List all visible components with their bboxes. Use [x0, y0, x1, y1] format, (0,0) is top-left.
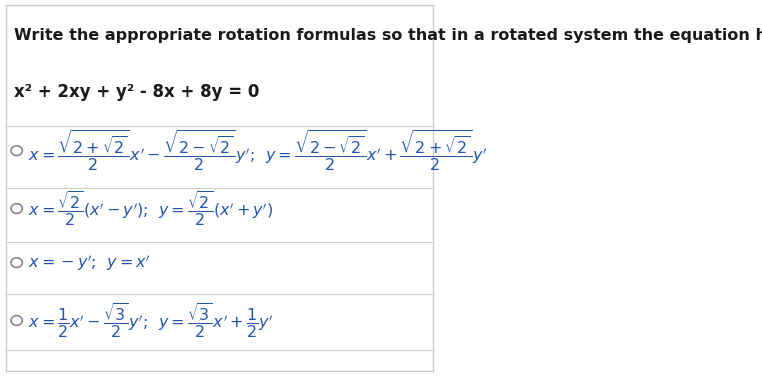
Text: $x = \dfrac{1}{2}x' - \dfrac{\sqrt{3}}{2}y'$;  $y = \dfrac{\sqrt{3}}{2}x' + \dfr: $x = \dfrac{1}{2}x' - \dfrac{\sqrt{3}}{2… — [27, 301, 273, 340]
Text: x² + 2xy + y² - 8x + 8y = 0: x² + 2xy + y² - 8x + 8y = 0 — [14, 83, 260, 102]
Text: $x = \dfrac{\sqrt{2}}{2}(x' - y')$;  $y = \dfrac{\sqrt{2}}{2}(x' + y')$: $x = \dfrac{\sqrt{2}}{2}(x' - y')$; $y =… — [27, 189, 273, 228]
Text: $x = \dfrac{\sqrt{2+\sqrt{2}}}{2}x' - \dfrac{\sqrt{2-\sqrt{2}}}{2}y'$;  $y = \df: $x = \dfrac{\sqrt{2+\sqrt{2}}}{2}x' - \d… — [27, 128, 487, 173]
Circle shape — [11, 146, 22, 156]
Circle shape — [11, 204, 22, 213]
Text: $x = -y'$;  $y = x'$: $x = -y'$; $y = x'$ — [27, 253, 150, 273]
Circle shape — [11, 258, 22, 267]
FancyBboxPatch shape — [6, 5, 434, 371]
Text: Write the appropriate rotation formulas so that in a rotated system the equation: Write the appropriate rotation formulas … — [14, 27, 762, 42]
Circle shape — [11, 315, 22, 325]
